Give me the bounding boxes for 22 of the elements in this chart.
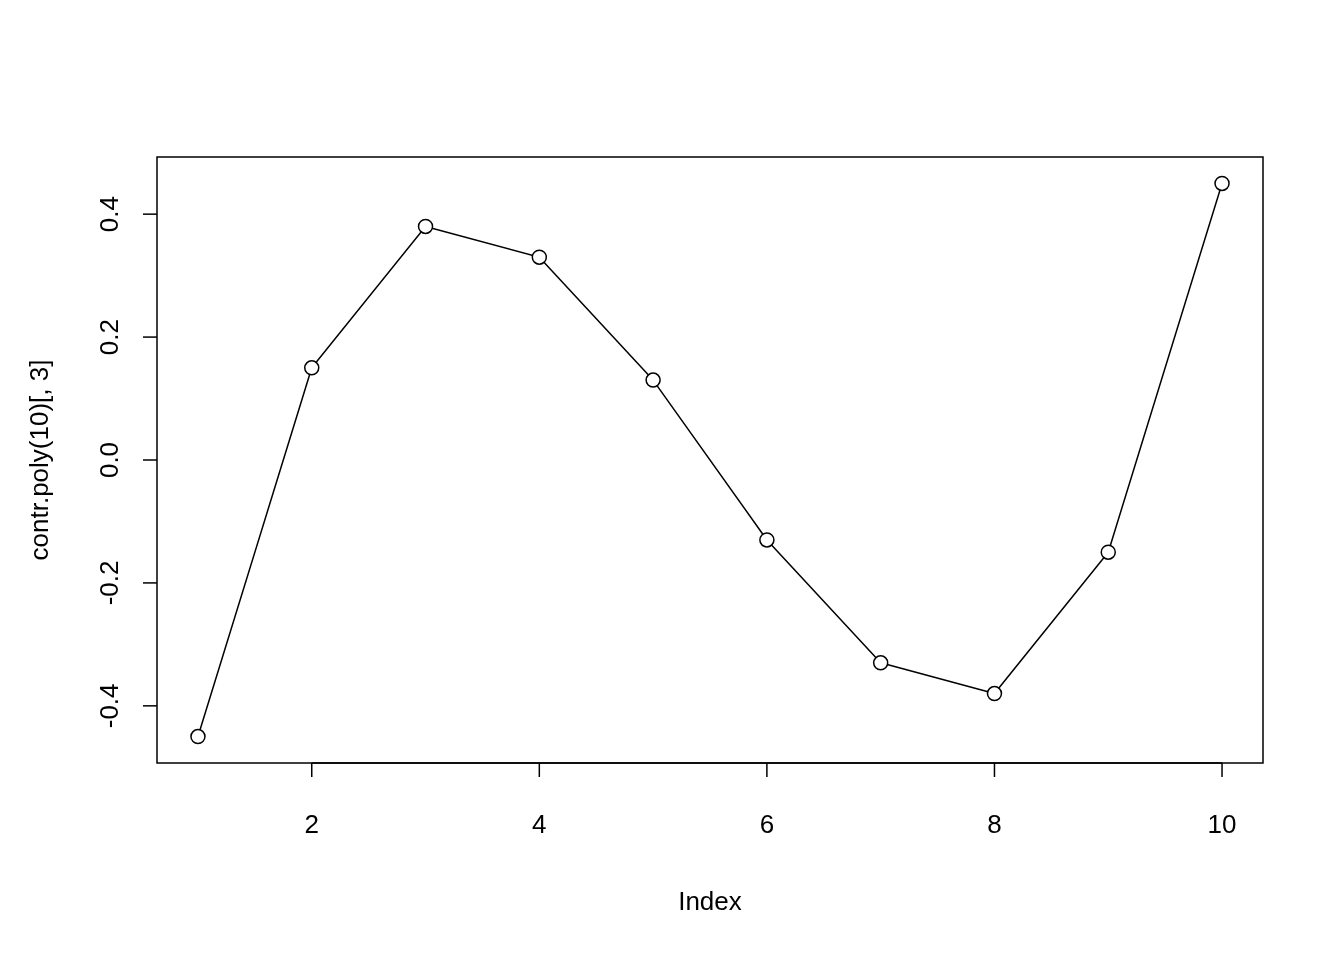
y-tick-label: -0.4 [93,683,124,729]
x-tick-label: 2 [304,809,319,839]
point [1100,544,1116,560]
y-tick-label: 0.0 [93,441,124,479]
point [304,360,320,376]
point [531,249,548,265]
point [872,655,889,671]
point [986,685,1003,702]
point [759,532,775,548]
x-tick-label: 6 [759,809,775,839]
y-axis-title: contr.poly(10)[, 3] [24,359,54,561]
x-tick-label: 4 [532,809,547,839]
point [1214,175,1230,192]
x-tick-label: 10 [1207,809,1237,839]
point [417,218,434,235]
y-tick-label: 0.4 [93,196,124,233]
point [190,728,206,745]
y-tick-label: -0.2 [93,560,124,606]
y-tick-label: 0.2 [93,319,124,356]
x-axis-title: Index [678,886,742,916]
x-tick-label: 8 [987,809,1002,839]
point [645,372,661,388]
